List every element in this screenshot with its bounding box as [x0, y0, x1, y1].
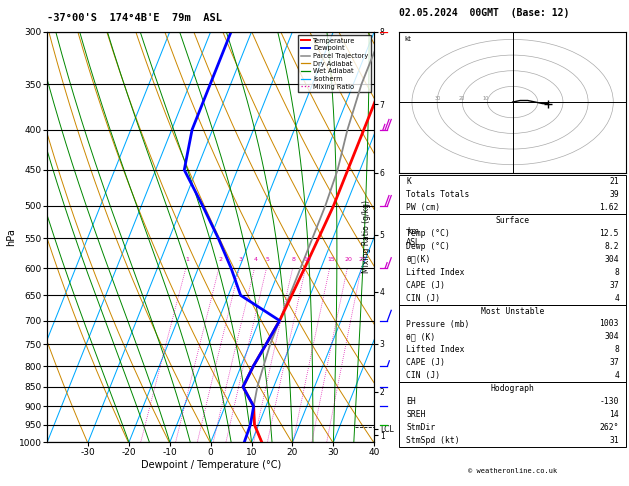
Text: CIN (J): CIN (J)	[406, 371, 440, 381]
Text: 4: 4	[614, 294, 619, 303]
Text: © weatheronline.co.uk: © weatheronline.co.uk	[468, 468, 557, 474]
Text: 3: 3	[239, 257, 243, 262]
Text: 8.2: 8.2	[604, 242, 619, 251]
Text: 30: 30	[435, 97, 441, 102]
Text: θᴄ (K): θᴄ (K)	[406, 332, 435, 342]
Text: 304: 304	[604, 332, 619, 342]
Text: Dewp (°C): Dewp (°C)	[406, 242, 450, 251]
Text: 39: 39	[610, 190, 619, 199]
Bar	[399, 175, 626, 214]
Text: -130: -130	[599, 397, 619, 406]
Bar	[399, 214, 626, 305]
Text: Pressure (mb): Pressure (mb)	[406, 319, 470, 329]
Text: 4: 4	[254, 257, 258, 262]
Text: 12.5: 12.5	[599, 229, 619, 238]
Text: Surface: Surface	[496, 216, 530, 225]
Text: SREH: SREH	[406, 410, 426, 419]
Text: θᴄ(K): θᴄ(K)	[406, 255, 431, 264]
Text: EH: EH	[406, 397, 416, 406]
Text: 10: 10	[303, 257, 311, 262]
Text: 8: 8	[614, 346, 619, 354]
Text: Lifted Index: Lifted Index	[406, 268, 465, 277]
Text: Temp (°C): Temp (°C)	[406, 229, 450, 238]
Text: 14: 14	[610, 410, 619, 419]
Text: CAPE (J): CAPE (J)	[406, 280, 445, 290]
Text: 10: 10	[482, 97, 489, 102]
Text: kt: kt	[404, 36, 411, 42]
Text: Mixing Ratio (g/kg): Mixing Ratio (g/kg)	[362, 200, 371, 274]
Text: Hodograph: Hodograph	[491, 384, 535, 393]
Text: 8: 8	[614, 268, 619, 277]
Bar	[399, 382, 626, 447]
Y-axis label: hPa: hPa	[6, 228, 16, 246]
Text: 1: 1	[186, 257, 189, 262]
Text: 21: 21	[610, 177, 619, 186]
Text: 31: 31	[610, 436, 619, 445]
Text: 37: 37	[610, 358, 619, 367]
X-axis label: Dewpoint / Temperature (°C): Dewpoint / Temperature (°C)	[141, 460, 281, 469]
Text: 1.62: 1.62	[599, 203, 619, 212]
Text: 4: 4	[614, 371, 619, 381]
Text: 15: 15	[327, 257, 335, 262]
Text: StmDir: StmDir	[406, 423, 435, 432]
Text: PW (cm): PW (cm)	[406, 203, 440, 212]
Text: CIN (J): CIN (J)	[406, 294, 440, 303]
Text: 20: 20	[459, 97, 465, 102]
Text: Most Unstable: Most Unstable	[481, 307, 544, 315]
Text: 20: 20	[345, 257, 352, 262]
Text: K: K	[406, 177, 411, 186]
Text: 8: 8	[292, 257, 296, 262]
Text: 5: 5	[266, 257, 270, 262]
Text: 304: 304	[604, 255, 619, 264]
Text: -37°00'S  174°4B'E  79m  ASL: -37°00'S 174°4B'E 79m ASL	[47, 13, 222, 23]
Text: StmSpd (kt): StmSpd (kt)	[406, 436, 460, 445]
Text: Lifted Index: Lifted Index	[406, 346, 465, 354]
Text: 2: 2	[218, 257, 223, 262]
Text: CAPE (J): CAPE (J)	[406, 358, 445, 367]
Text: Totals Totals: Totals Totals	[406, 190, 470, 199]
Text: 02.05.2024  00GMT  (Base: 12): 02.05.2024 00GMT (Base: 12)	[399, 8, 570, 18]
Text: 37: 37	[610, 280, 619, 290]
Text: 25: 25	[359, 257, 367, 262]
Legend: Temperature, Dewpoint, Parcel Trajectory, Dry Adiabat, Wet Adiabat, Isotherm, Mi: Temperature, Dewpoint, Parcel Trajectory…	[298, 35, 371, 92]
Text: 1003: 1003	[599, 319, 619, 329]
Bar	[399, 305, 626, 382]
Text: 262°: 262°	[599, 423, 619, 432]
Y-axis label: km
ASL: km ASL	[406, 227, 420, 246]
